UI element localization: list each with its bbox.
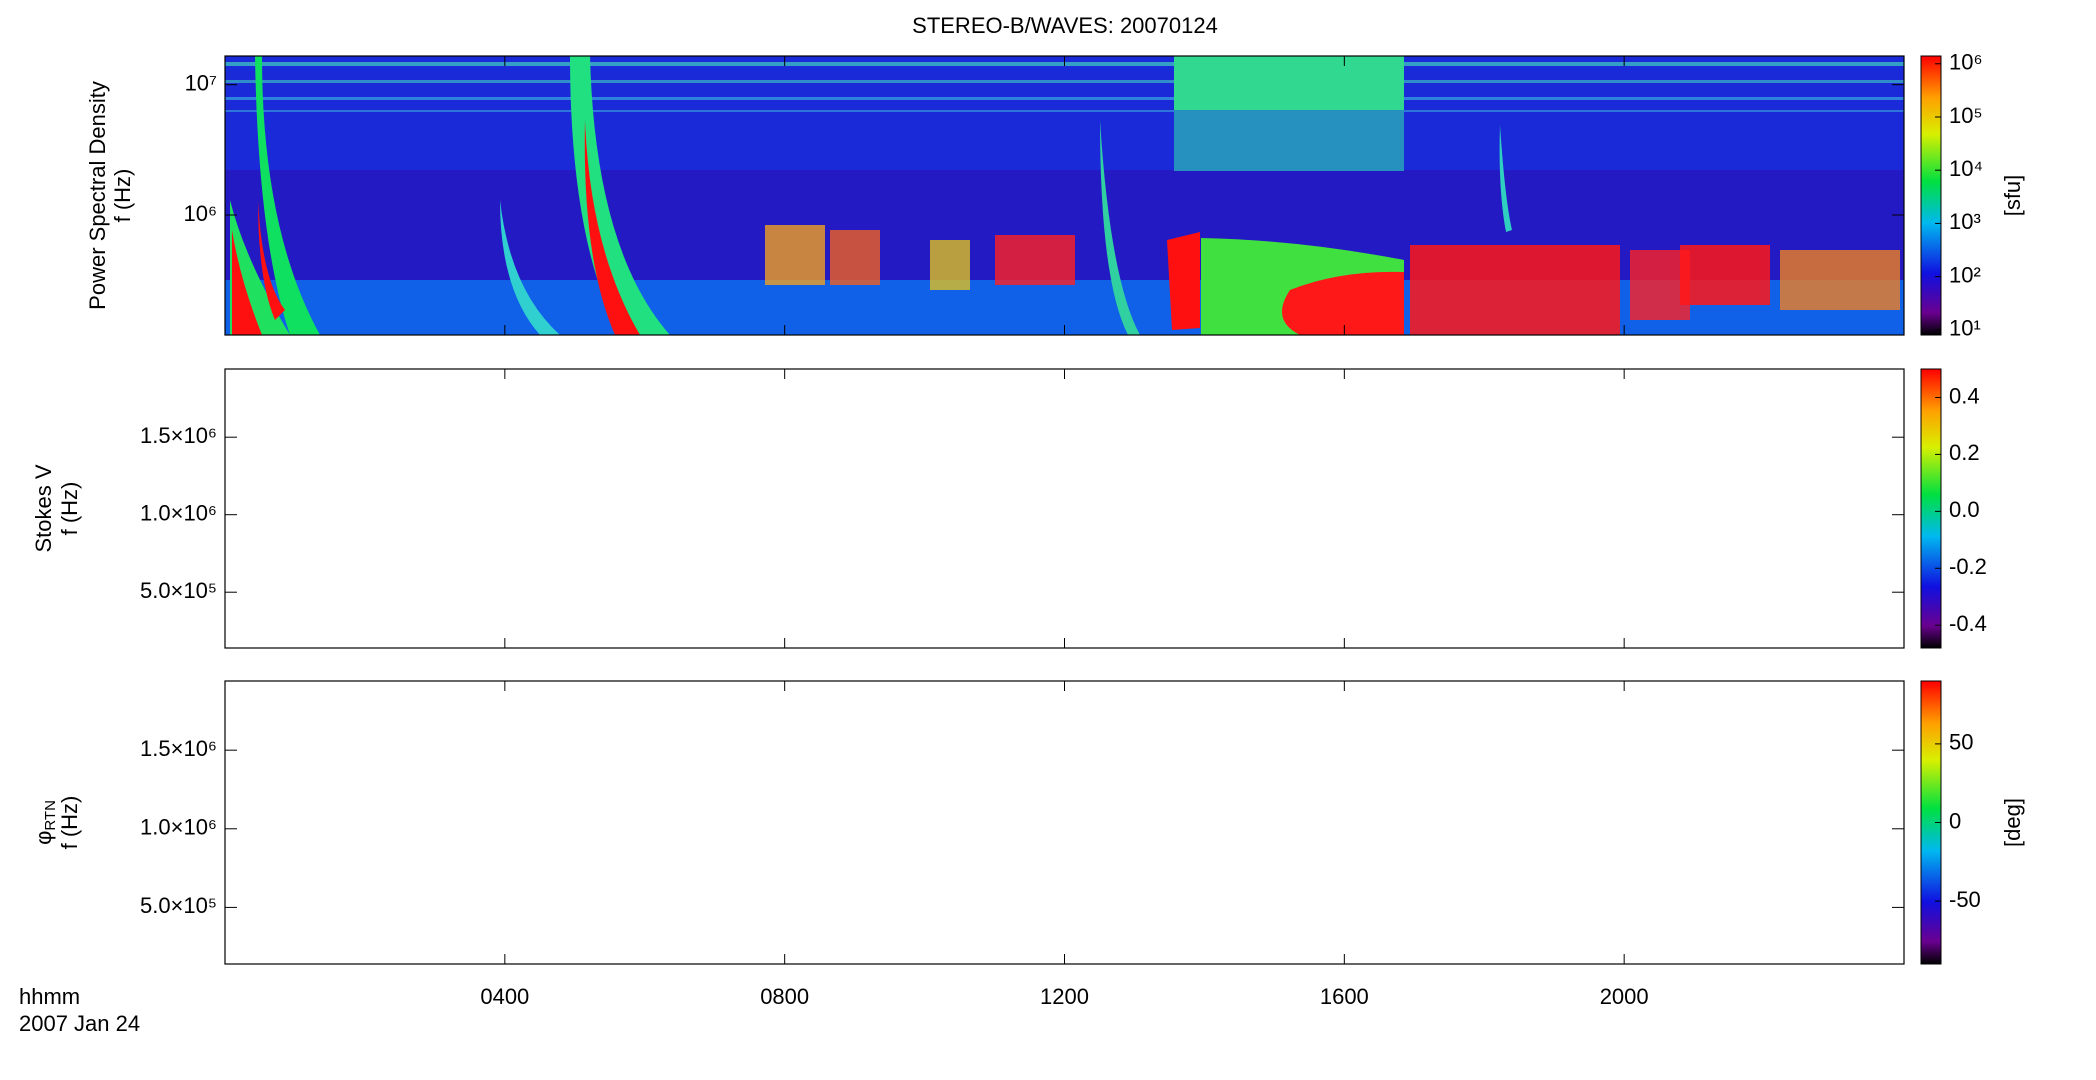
colorbar-tick-label: 10¹: [1949, 316, 1981, 341]
y-tick-label: 1.5×10⁶: [140, 423, 217, 448]
plot-frame: [224, 368, 1905, 649]
x-tick-label: 0400: [480, 984, 529, 1009]
x-tick-label: 2000: [1600, 984, 1649, 1009]
y-axis-label-symbol: φRTN: [31, 800, 59, 845]
x-axis-label: hhmm: [19, 984, 80, 1009]
y-axis-label: f (Hz): [57, 482, 82, 536]
y-tick-label: 1.0×10⁶: [140, 815, 217, 840]
x-axis-label: 2007 Jan 24: [19, 1011, 140, 1036]
colorbar-tick-label: 0.2: [1949, 440, 1980, 465]
colorbar-tick-label: 10⁶: [1949, 50, 1983, 75]
colorbar-tick-label: 50: [1949, 730, 1973, 755]
y-tick-label: 5.0×10⁵: [140, 578, 217, 603]
colorbar-tick-label: 10⁴: [1949, 156, 1983, 181]
colorbar-tick-label: -0.2: [1949, 554, 1987, 579]
y-tick-label: 10⁷: [185, 70, 217, 95]
x-tick-label: 0800: [760, 984, 809, 1009]
plot-frame: [224, 680, 1905, 965]
colorbar-tick-label: -0.4: [1949, 611, 1987, 636]
colorbar-tick-label: 10³: [1949, 209, 1981, 234]
colorbar: [1920, 368, 1942, 649]
y-tick-label: 10⁶: [183, 201, 217, 226]
colorbar: [1920, 55, 1942, 336]
title: STEREO-B/WAVES: 20070124: [912, 13, 1218, 38]
x-tick-label: 1600: [1320, 984, 1369, 1009]
y-tick-label: 1.5×10⁶: [140, 736, 217, 761]
colorbar-tick-label: 10²: [1949, 262, 1981, 287]
colorbar-label: [sfu]: [2000, 175, 2025, 217]
colorbar-tick-label: 10⁵: [1949, 103, 1983, 128]
x-tick-label: 1200: [1040, 984, 1089, 1009]
y-axis-label: f (Hz): [110, 169, 135, 223]
y-tick-label: 1.0×10⁶: [140, 501, 217, 526]
y-axis-label: Power Spectral Density: [85, 81, 110, 310]
y-axis-label: f (Hz): [57, 796, 82, 850]
y-axis-label: Stokes V: [31, 464, 56, 552]
spectrogram-image: [225, 56, 1904, 335]
colorbar-tick-label: -50: [1949, 887, 1981, 912]
colorbar-tick-label: 0: [1949, 808, 1961, 833]
colorbar-tick-label: 0.4: [1949, 383, 1980, 408]
colorbar-label: [deg]: [2000, 798, 2025, 847]
subscript: RTN: [42, 800, 59, 831]
symbol: φ: [31, 831, 56, 845]
y-tick-label: 5.0×10⁵: [140, 893, 217, 918]
colorbar-tick-label: 0.0: [1949, 497, 1980, 522]
